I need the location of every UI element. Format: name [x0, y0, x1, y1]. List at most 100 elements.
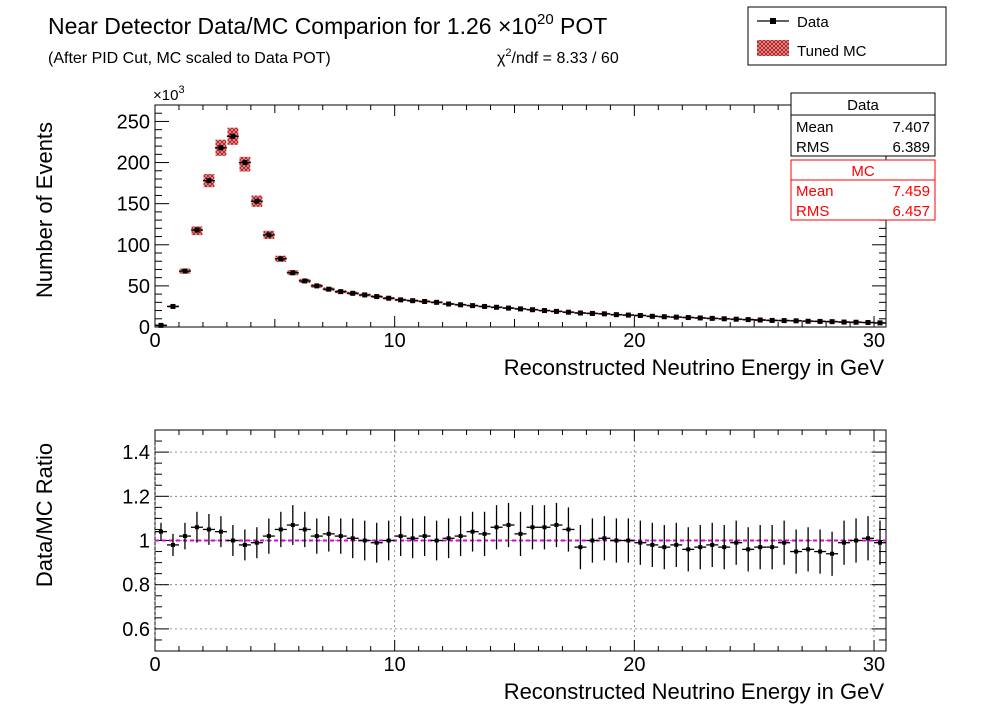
data-point	[158, 322, 164, 328]
stats-data-mean-value: 7.407	[892, 119, 930, 136]
ratio-point	[650, 542, 655, 547]
ratio-point	[170, 542, 175, 547]
data-point	[338, 289, 344, 295]
ratio-point	[782, 540, 787, 545]
data-point	[410, 298, 416, 304]
ratio-point	[314, 534, 319, 539]
ratio-point	[530, 525, 535, 530]
y-tick-label: 150	[117, 194, 150, 216]
figure-title: Near Detector Data/MC Comparion for 1.26…	[48, 11, 607, 39]
ratio-point	[386, 538, 391, 543]
ratio-point	[350, 536, 355, 541]
data-point	[386, 295, 392, 301]
data-point	[302, 278, 308, 284]
ratio-point	[482, 531, 487, 536]
data-point	[446, 301, 452, 307]
stats-data-mean-label: Mean	[796, 119, 834, 136]
data-point	[422, 299, 428, 305]
stats-mc-mean-value: 7.459	[892, 183, 930, 200]
ratio-point	[266, 534, 271, 539]
ratio-point	[758, 545, 763, 550]
data-point	[745, 317, 751, 323]
ratio-point	[722, 545, 727, 550]
data-point	[398, 297, 404, 303]
ratio-point	[878, 540, 883, 545]
y-multiplier: ×103	[153, 84, 185, 104]
y-tick-label: 50	[128, 276, 150, 298]
ratio-point	[206, 527, 211, 532]
y-tick-label: 250	[117, 111, 150, 133]
legend-mc-label: Tuned MC	[797, 43, 867, 60]
ratio-point	[470, 529, 475, 534]
stats-data-title: Data	[847, 97, 879, 114]
ratio-point	[338, 534, 343, 539]
data-point	[709, 315, 715, 321]
data-point	[206, 178, 212, 184]
x-tick-label: 20	[623, 330, 645, 352]
stats-mc-rms-label: RMS	[796, 203, 829, 220]
ratio-point	[254, 540, 259, 545]
data-point	[625, 312, 631, 318]
ratio-point	[638, 540, 643, 545]
ratio-point	[866, 536, 871, 541]
data-point	[793, 318, 799, 324]
ratio-point	[434, 538, 439, 543]
ratio-point	[842, 540, 847, 545]
ratio-point	[458, 534, 463, 539]
ratio-point	[374, 540, 379, 545]
ratio-point	[362, 538, 367, 543]
data-point	[781, 318, 787, 324]
ratio-point	[770, 545, 775, 550]
data-point	[613, 312, 619, 318]
data-point	[553, 308, 559, 314]
x-tick-label: 10	[384, 330, 406, 352]
ratio-point	[326, 531, 331, 536]
data-point	[853, 319, 859, 325]
data-point	[577, 310, 583, 316]
ratio-point	[218, 529, 223, 534]
ratio-point	[806, 547, 811, 552]
ratio-point	[182, 534, 187, 539]
data-point	[518, 306, 523, 312]
stats-data-rms-label: RMS	[796, 139, 829, 156]
y-tick-label: 1.4	[122, 442, 150, 464]
x-tick-label: 0	[149, 654, 160, 676]
stats-data-rms-value: 6.389	[892, 139, 930, 156]
figure-subtitle: (After PID Cut, MC scaled to Data POT)	[48, 50, 331, 67]
ratio-point	[494, 525, 499, 530]
data-point	[374, 294, 380, 300]
data-point	[757, 317, 763, 323]
ratio-point	[710, 542, 715, 547]
data-point	[458, 302, 464, 308]
ratio-point	[734, 540, 739, 545]
ratio-plot-area: 0.6 0.8 1 1.2 1.4 0 10 20 30	[122, 430, 886, 676]
data-point	[494, 304, 500, 310]
data-point	[589, 310, 595, 316]
ratio-point	[398, 534, 403, 539]
stats-mc-rms-value: 6.457	[892, 203, 930, 220]
ratio-point	[422, 534, 427, 539]
ratio-point	[542, 525, 547, 530]
data-point	[541, 308, 547, 314]
y-tick-label: 1	[139, 531, 150, 553]
data-point	[278, 256, 284, 262]
data-point	[314, 283, 320, 289]
stats-mc-title: MC	[851, 163, 874, 180]
data-point	[637, 312, 643, 318]
legend: Data Tuned MC	[747, 6, 947, 66]
data-point	[529, 307, 535, 313]
data-point	[877, 320, 883, 326]
ratio-point	[446, 536, 451, 541]
ratio-point	[614, 538, 619, 543]
ratio-point	[290, 523, 295, 528]
data-point	[506, 305, 512, 311]
data-point	[326, 286, 332, 292]
data-point	[242, 160, 248, 166]
ratio-point	[626, 538, 631, 543]
ratio-point	[746, 547, 751, 552]
ratio-y-axis-label: Data/MC Ratio	[32, 443, 57, 587]
y-tick-label: 200	[117, 153, 150, 175]
data-point	[218, 145, 224, 151]
y-tick-label: 1.2	[122, 486, 150, 508]
ratio-point	[506, 523, 511, 528]
